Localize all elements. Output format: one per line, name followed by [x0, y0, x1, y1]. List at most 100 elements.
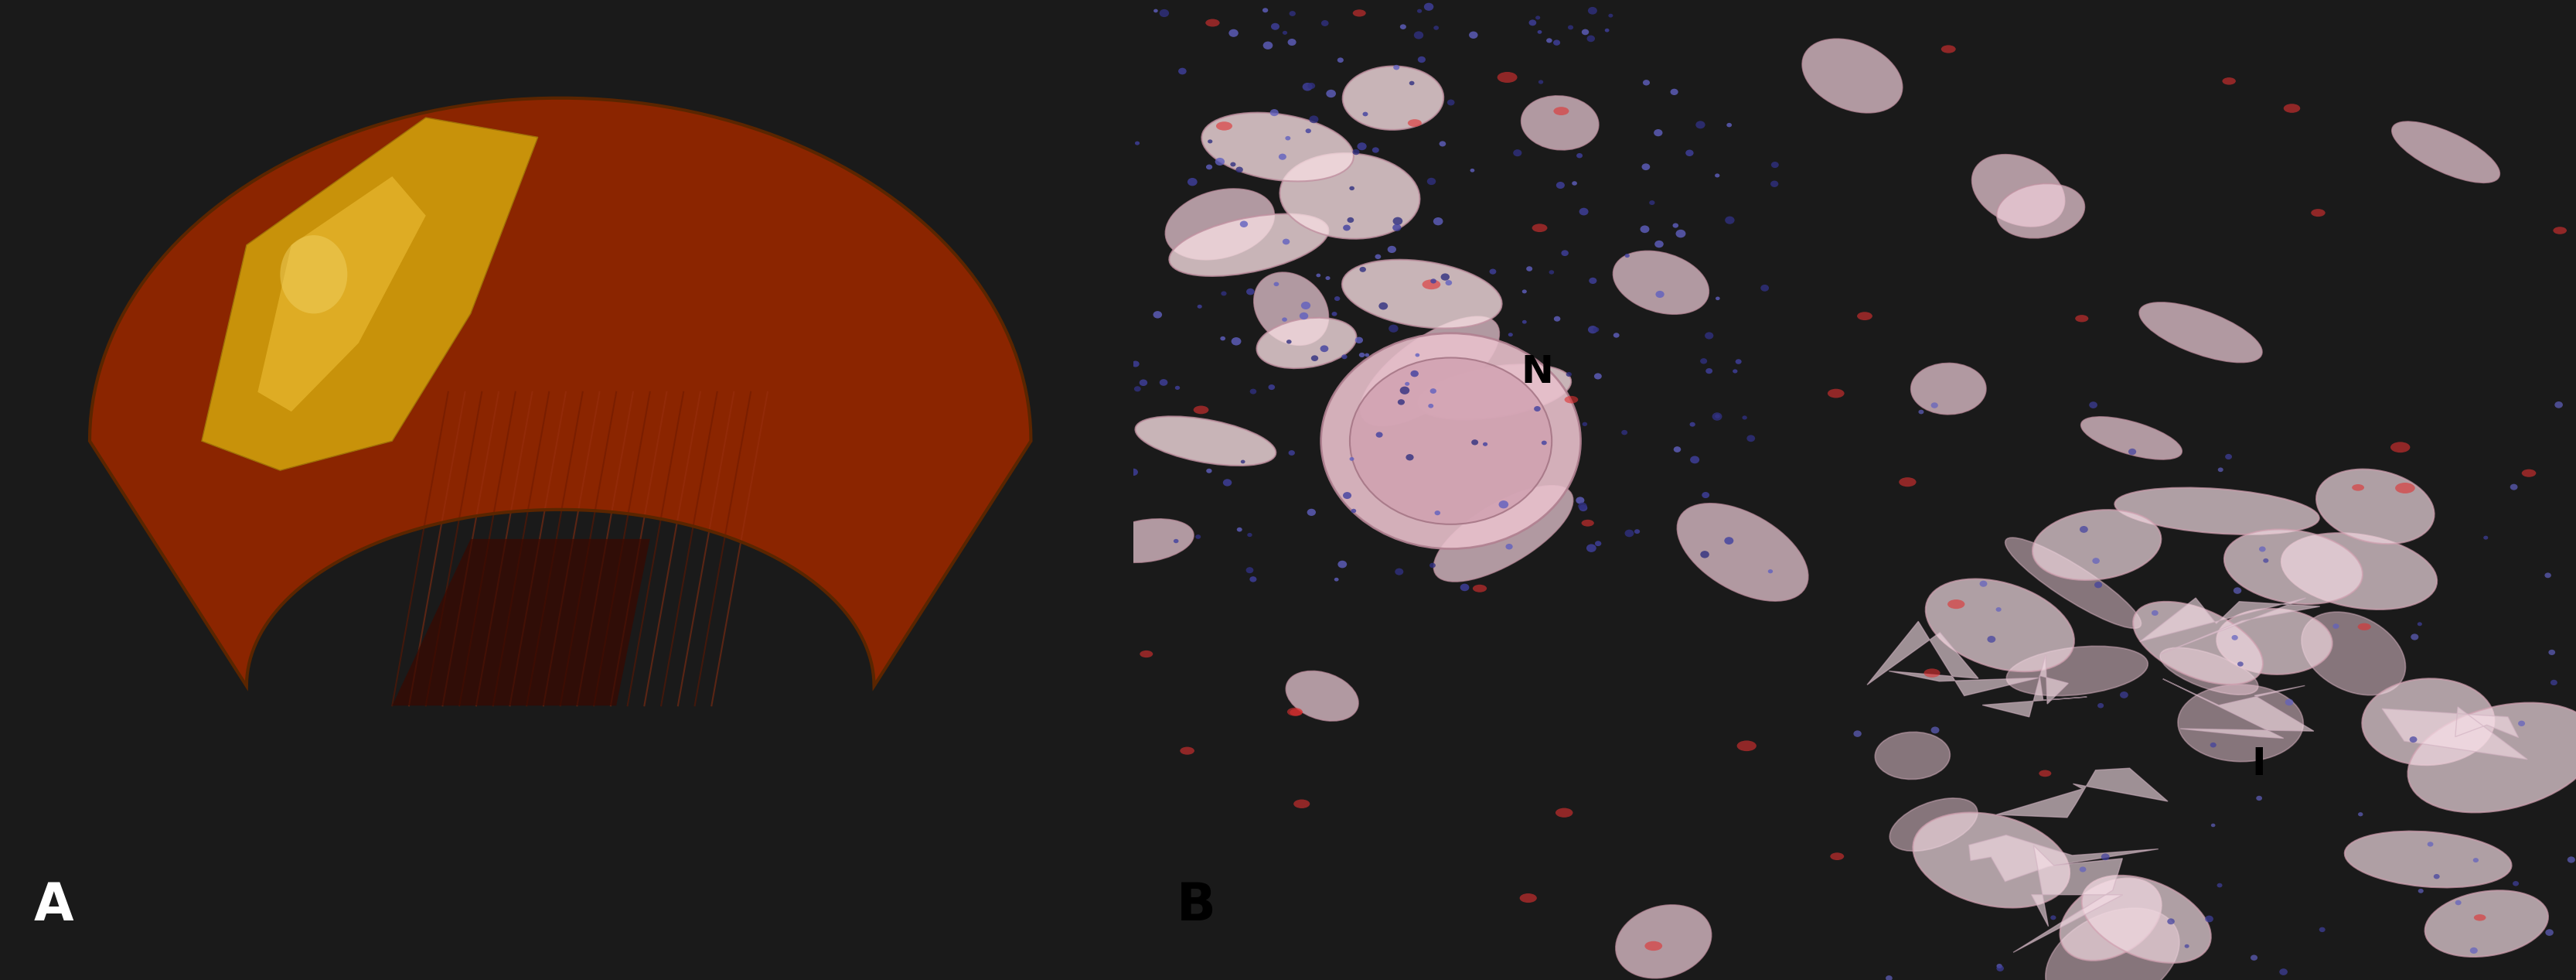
Polygon shape — [392, 539, 649, 706]
Ellipse shape — [1468, 31, 1479, 38]
Ellipse shape — [1360, 353, 1365, 358]
Ellipse shape — [1471, 169, 1473, 172]
Ellipse shape — [2032, 510, 2161, 580]
Ellipse shape — [1394, 218, 1401, 225]
Ellipse shape — [1216, 122, 1231, 130]
Ellipse shape — [2280, 968, 2287, 975]
Ellipse shape — [2357, 623, 2370, 630]
Ellipse shape — [1288, 450, 1296, 456]
Ellipse shape — [1978, 580, 1986, 587]
Ellipse shape — [2427, 842, 2434, 847]
Ellipse shape — [1231, 162, 1236, 167]
Ellipse shape — [1445, 280, 1453, 285]
Ellipse shape — [1417, 9, 1422, 13]
Ellipse shape — [1376, 432, 1383, 438]
Ellipse shape — [1497, 72, 1517, 82]
Ellipse shape — [1582, 519, 1595, 526]
Ellipse shape — [1316, 273, 1321, 277]
Ellipse shape — [1412, 370, 1419, 377]
Ellipse shape — [1440, 141, 1445, 147]
Ellipse shape — [1231, 337, 1242, 345]
Ellipse shape — [1723, 537, 1734, 545]
Ellipse shape — [1605, 28, 1610, 32]
Ellipse shape — [1726, 217, 1734, 224]
Ellipse shape — [1342, 67, 1443, 129]
Ellipse shape — [1577, 497, 1584, 504]
Ellipse shape — [1996, 183, 2084, 238]
Ellipse shape — [1587, 35, 1595, 42]
Ellipse shape — [1427, 177, 1435, 185]
Ellipse shape — [2004, 538, 2141, 628]
Ellipse shape — [1291, 709, 1303, 715]
Polygon shape — [2141, 598, 2321, 654]
Ellipse shape — [1347, 218, 1355, 222]
Ellipse shape — [1484, 442, 1486, 446]
Ellipse shape — [1685, 150, 1692, 156]
Ellipse shape — [1427, 404, 1432, 408]
Ellipse shape — [1206, 165, 1213, 170]
Ellipse shape — [1672, 223, 1680, 228]
Ellipse shape — [1203, 113, 1352, 181]
Ellipse shape — [1649, 200, 1654, 205]
Ellipse shape — [1414, 353, 1419, 357]
Ellipse shape — [2045, 908, 2179, 980]
Ellipse shape — [1350, 358, 1551, 524]
Ellipse shape — [1643, 79, 1649, 85]
Ellipse shape — [1553, 107, 1569, 116]
Ellipse shape — [1206, 19, 1218, 26]
Polygon shape — [2164, 679, 2313, 738]
Ellipse shape — [1342, 260, 1502, 328]
Ellipse shape — [1759, 284, 1770, 291]
Ellipse shape — [1425, 3, 1435, 11]
Text: A: A — [33, 880, 75, 931]
Ellipse shape — [1350, 509, 1355, 513]
Ellipse shape — [1404, 382, 1409, 386]
Ellipse shape — [1208, 139, 1213, 143]
Ellipse shape — [1288, 708, 1303, 716]
Ellipse shape — [1734, 369, 1739, 373]
Ellipse shape — [1582, 422, 1587, 426]
Ellipse shape — [1540, 441, 1546, 445]
Ellipse shape — [1365, 353, 1370, 357]
Ellipse shape — [1285, 136, 1291, 140]
Ellipse shape — [1309, 82, 1316, 89]
Ellipse shape — [2128, 449, 2136, 455]
Ellipse shape — [1175, 386, 1180, 390]
Ellipse shape — [1139, 379, 1146, 386]
Ellipse shape — [2391, 442, 2411, 453]
Ellipse shape — [2568, 857, 2576, 863]
Ellipse shape — [1285, 340, 1291, 344]
Ellipse shape — [2251, 955, 2257, 960]
Ellipse shape — [2184, 945, 2190, 948]
Ellipse shape — [1947, 600, 1965, 609]
Ellipse shape — [2038, 770, 2050, 777]
Ellipse shape — [2102, 854, 2110, 860]
Ellipse shape — [1435, 486, 1574, 581]
Ellipse shape — [2311, 209, 2326, 217]
Ellipse shape — [1301, 302, 1311, 310]
Ellipse shape — [2357, 812, 2362, 816]
Polygon shape — [2383, 707, 2527, 760]
Ellipse shape — [1342, 224, 1350, 231]
Ellipse shape — [2545, 929, 2553, 936]
Ellipse shape — [1334, 577, 1340, 581]
Ellipse shape — [2409, 703, 2576, 812]
Ellipse shape — [1643, 941, 1662, 951]
Ellipse shape — [1327, 276, 1329, 280]
Ellipse shape — [1561, 250, 1569, 256]
Ellipse shape — [1726, 122, 1731, 127]
Ellipse shape — [1507, 333, 1512, 336]
Ellipse shape — [1533, 406, 1540, 412]
Ellipse shape — [1332, 312, 1337, 317]
Ellipse shape — [1548, 270, 1553, 274]
Ellipse shape — [2233, 587, 2241, 594]
Ellipse shape — [1435, 511, 1440, 515]
Ellipse shape — [1170, 214, 1329, 276]
Ellipse shape — [1342, 355, 1347, 359]
Ellipse shape — [1355, 337, 1363, 343]
Ellipse shape — [1388, 246, 1396, 253]
Ellipse shape — [1674, 447, 1682, 453]
Ellipse shape — [1350, 186, 1355, 190]
Ellipse shape — [2239, 662, 2244, 666]
Ellipse shape — [2079, 526, 2089, 533]
